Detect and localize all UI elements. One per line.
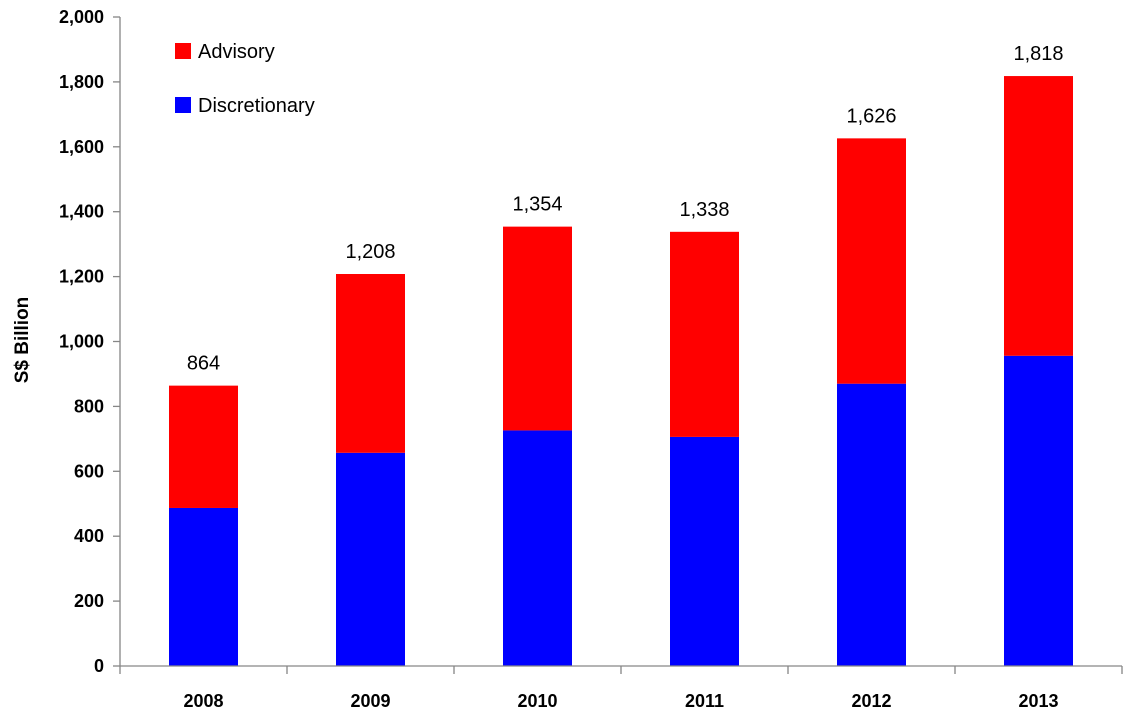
x-tick-label-2010: 2010 (517, 691, 557, 711)
bar-discretionary-2009 (336, 452, 405, 666)
total-label-2009: 1,208 (345, 241, 395, 263)
y-tick-label: 1,000 (59, 332, 104, 352)
bar-discretionary-2011 (670, 436, 739, 666)
y-axis-label: S$ Billion (12, 297, 33, 384)
total-label-2008: 864 (187, 353, 220, 375)
bar-discretionary-2010 (503, 430, 572, 666)
total-label-2011: 1,338 (679, 199, 729, 221)
total-label-2013: 1,818 (1013, 43, 1063, 65)
bar-advisory-2013 (1004, 76, 1073, 356)
bar-advisory-2012 (837, 138, 906, 384)
y-tick-label: 1,800 (59, 72, 104, 92)
x-tick-label-2011: 2011 (685, 691, 724, 711)
bar-discretionary-2013 (1004, 355, 1073, 666)
bars-group (169, 76, 1073, 666)
y-tick-label: 1,600 (59, 137, 104, 157)
bar-advisory-2008 (169, 385, 238, 508)
bar-advisory-2011 (670, 231, 739, 437)
y-tick-label: 1,200 (59, 267, 104, 287)
legend-label-advisory: Advisory (198, 41, 275, 63)
bar-discretionary-2012 (837, 383, 906, 666)
y-axis: 0 200 400 600 800 1,000 1,200 1,400 1,600 1,800 2,… (59, 7, 121, 676)
y-tick-label: 800 (74, 396, 104, 416)
legend-swatch-discretionary (175, 97, 191, 113)
bar-discretionary-2008 (169, 507, 238, 666)
x-tick-label-2009: 2009 (350, 691, 390, 711)
legend: Advisory Discretionary (175, 41, 315, 117)
legend-label-discretionary: Discretionary (198, 95, 315, 117)
x-axis: 2008 2009 2010 2011 2012 2013 (119, 665, 1123, 711)
legend-swatch-advisory (175, 43, 191, 59)
y-tick-label: 2,000 (59, 7, 104, 27)
y-tick-label: 0 (94, 656, 104, 676)
y-tick-label: 1,400 (59, 202, 104, 222)
x-tick-label-2012: 2012 (851, 691, 891, 711)
bar-advisory-2010 (503, 226, 572, 431)
y-tick-label: 400 (74, 526, 104, 546)
y-tick-label: 200 (74, 591, 104, 611)
total-label-2012: 1,626 (846, 105, 896, 127)
bar-advisory-2009 (336, 274, 405, 453)
x-tick-label-2013: 2013 (1018, 691, 1058, 711)
y-tick-label: 600 (74, 461, 104, 481)
total-labels: 864 1,208 1,354 1,338 1,626 1,818 (187, 43, 1064, 375)
x-tick-label-2008: 2008 (183, 691, 223, 711)
total-label-2010: 1,354 (512, 194, 562, 216)
